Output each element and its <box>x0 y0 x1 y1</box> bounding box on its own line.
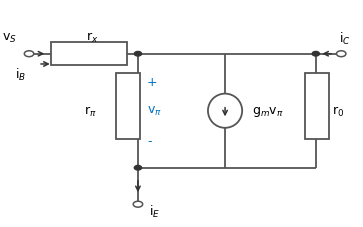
Text: v$_\pi$: v$_\pi$ <box>147 105 162 118</box>
Text: +: + <box>147 75 158 88</box>
Text: r$_x$: r$_x$ <box>86 30 99 44</box>
Bar <box>51 43 127 66</box>
Bar <box>116 74 140 140</box>
Bar <box>305 74 329 140</box>
Text: g$_m$v$_\pi$: g$_m$v$_\pi$ <box>252 104 284 118</box>
Text: i$_B$: i$_B$ <box>15 67 25 83</box>
Circle shape <box>133 201 143 207</box>
Circle shape <box>337 52 346 57</box>
Text: i$_E$: i$_E$ <box>149 203 160 219</box>
Ellipse shape <box>208 94 242 128</box>
Text: r$_\pi$: r$_\pi$ <box>83 104 96 118</box>
Text: -: - <box>147 134 151 147</box>
Circle shape <box>312 52 319 57</box>
Circle shape <box>134 52 142 57</box>
Text: v$_S$: v$_S$ <box>2 32 17 45</box>
Circle shape <box>24 52 34 57</box>
Text: r$_0$: r$_0$ <box>332 104 344 118</box>
Text: i$_C$: i$_C$ <box>339 31 351 47</box>
Circle shape <box>134 166 142 170</box>
